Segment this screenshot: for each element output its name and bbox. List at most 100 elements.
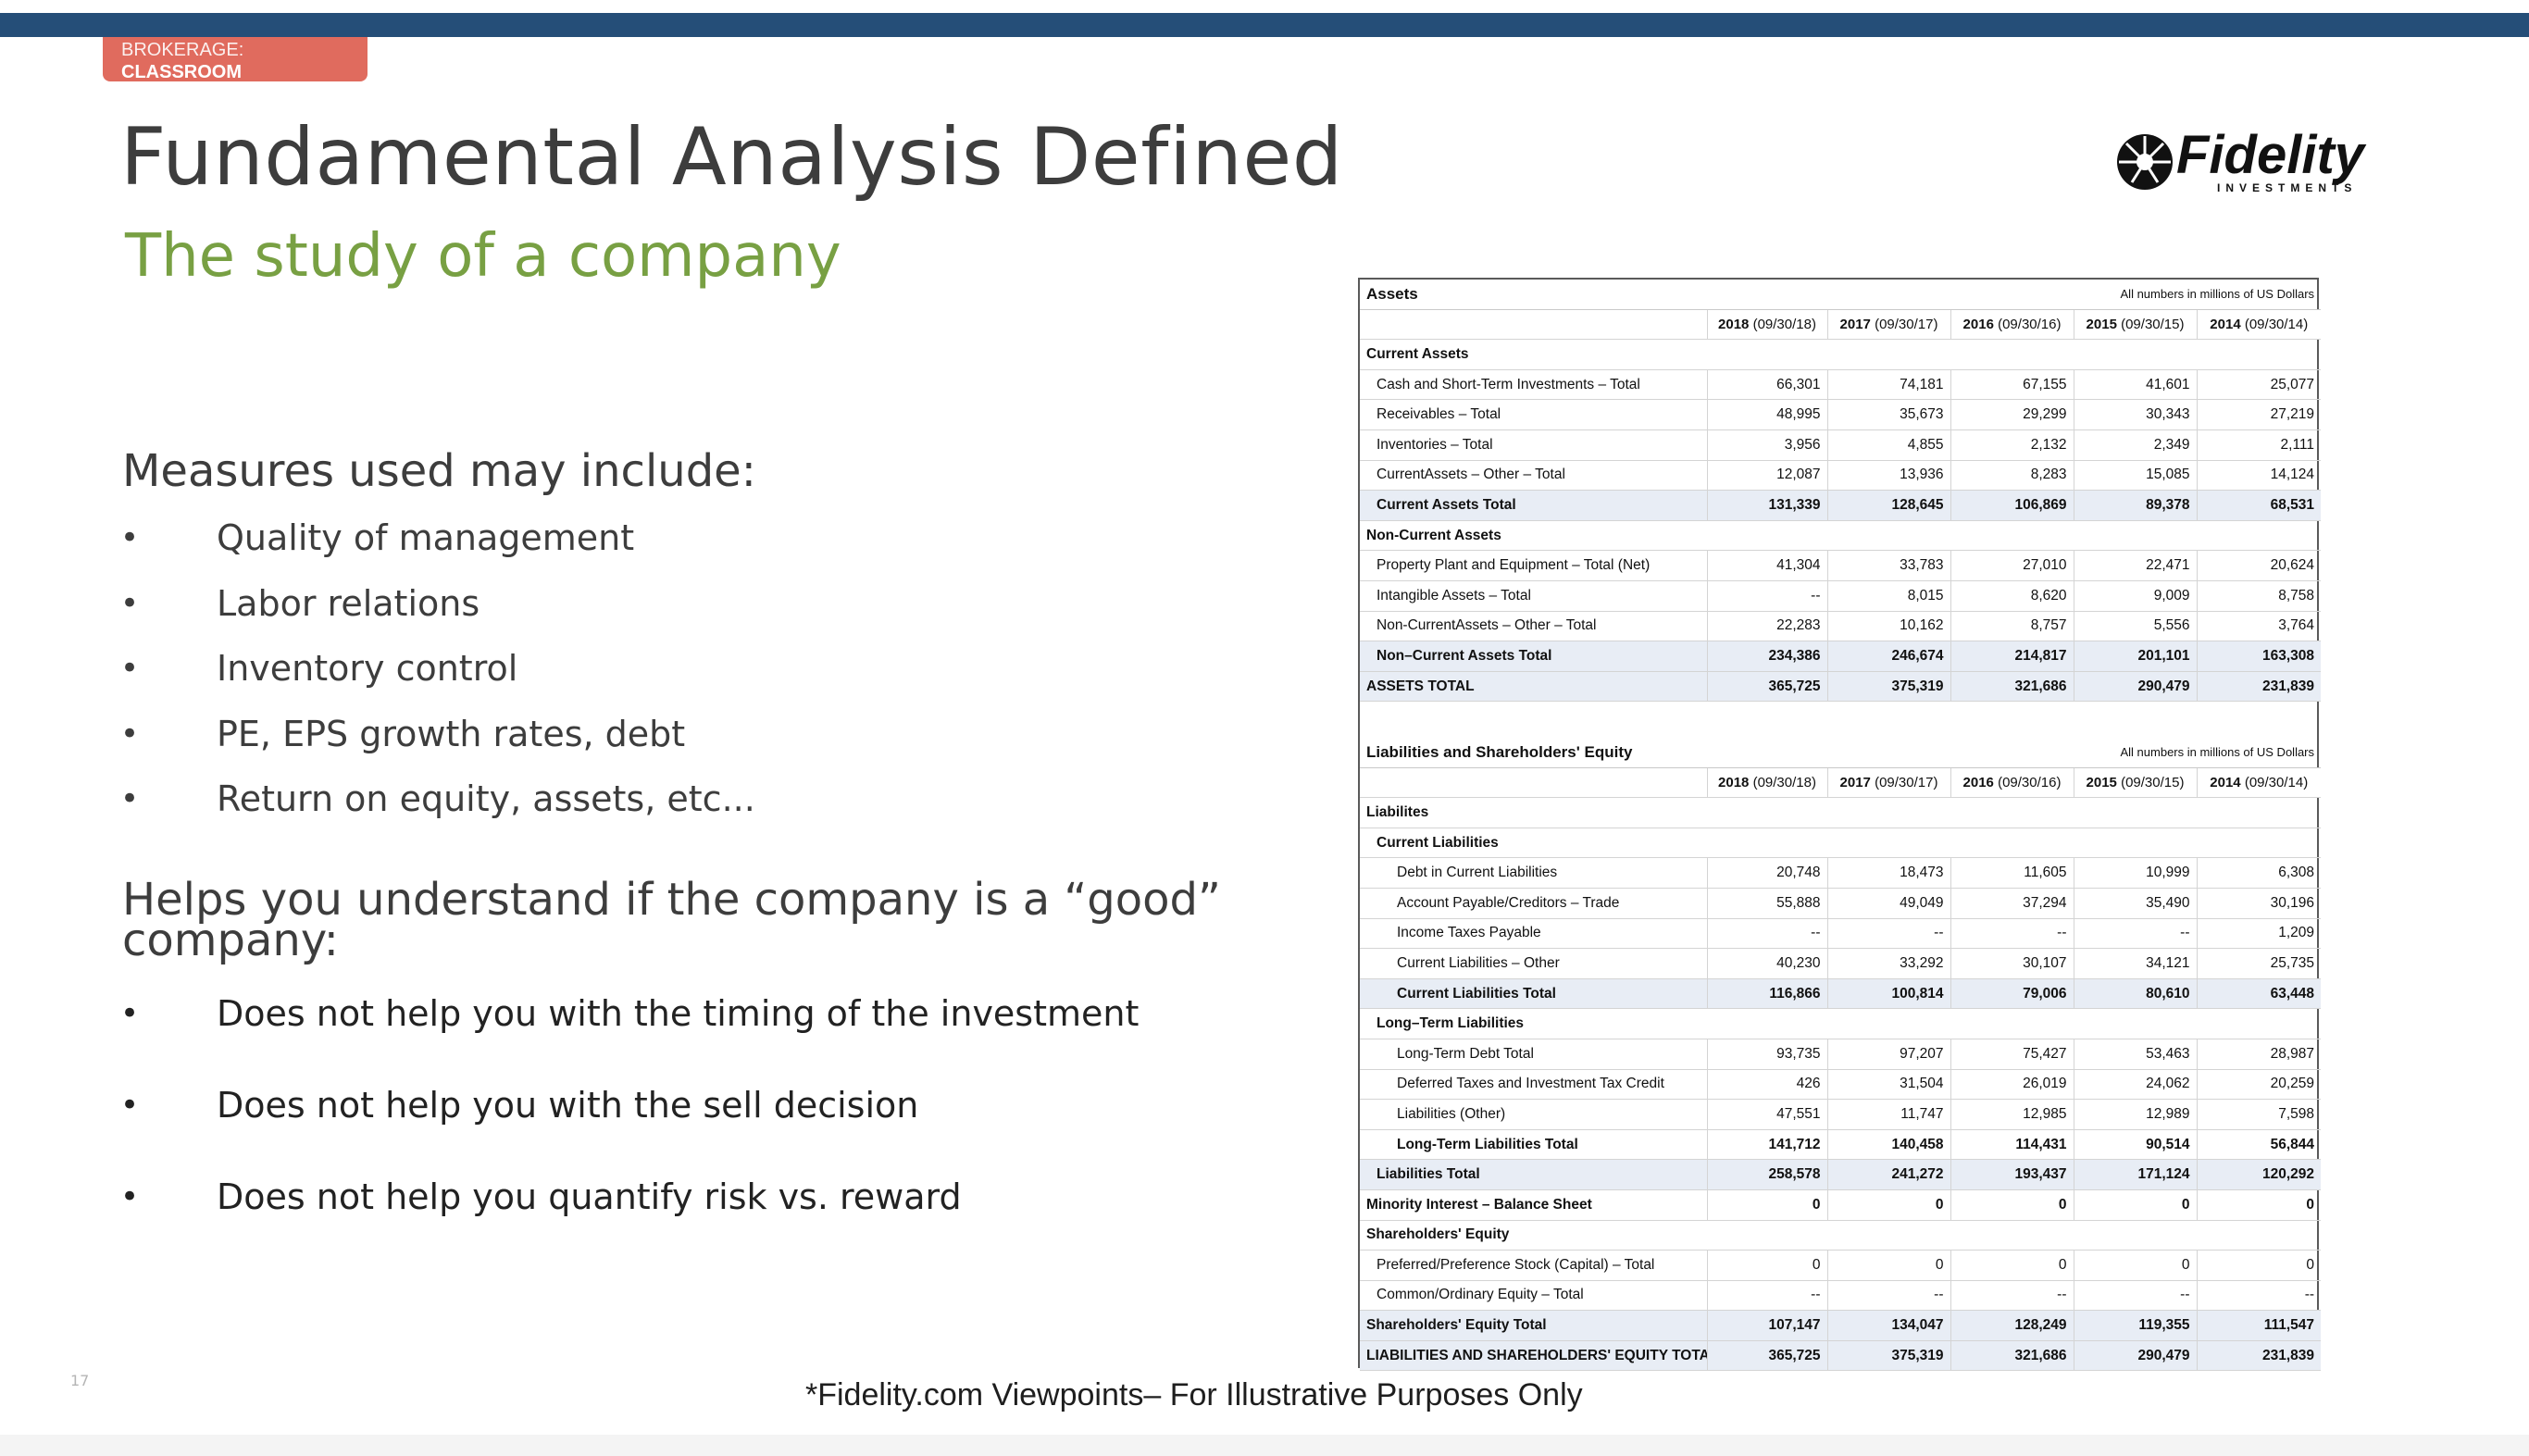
value-cell: 30,107 bbox=[1950, 948, 2074, 979]
slide-subtitle: The study of a company bbox=[125, 222, 841, 291]
value-cell: 12,989 bbox=[2073, 1099, 2197, 1130]
year-header-cell: 2015 (09/30/15) bbox=[2073, 767, 2197, 799]
table-row: Property Plant and Equipment – Total (Ne… bbox=[1360, 550, 2322, 581]
value-cell: 375,319 bbox=[1826, 1340, 1950, 1372]
row-label: Current Liabilities Total bbox=[1360, 978, 1707, 1010]
table-header-row: Liabilities and Shareholders' Equity All … bbox=[1360, 738, 2322, 768]
helps-heading: Helps you understand if the company is a… bbox=[122, 874, 1221, 966]
balance-sheet-image: Assets All numbers in millions of US Doll… bbox=[1358, 278, 2322, 1372]
row-label: Non-Current Assets bbox=[1360, 520, 2322, 552]
value-cell: 48,995 bbox=[1706, 399, 1827, 430]
value-cell: 134,047 bbox=[1826, 1310, 1950, 1341]
value-cell: 79,006 bbox=[1950, 978, 2074, 1010]
row-label: Liabilites bbox=[1360, 797, 2322, 828]
value-cell: 375,319 bbox=[1826, 671, 1951, 703]
tag-line-1: BROKERAGE: bbox=[121, 40, 244, 60]
bullet-icon: • bbox=[120, 1178, 140, 1215]
value-cell: 34,121 bbox=[2073, 948, 2197, 979]
value-cell: 9,009 bbox=[2073, 580, 2198, 612]
tag-line-2: CLASSROOM bbox=[121, 62, 242, 82]
list-item: • PE, EPS growth rates, debt bbox=[120, 706, 755, 772]
value-cell: 80,610 bbox=[2073, 978, 2197, 1010]
value-cell: 8,758 bbox=[2196, 580, 2322, 612]
table-title: Assets bbox=[1360, 280, 1951, 310]
value-cell: 89,378 bbox=[2073, 490, 2198, 521]
value-cell: 25,077 bbox=[2196, 369, 2322, 401]
value-cell: 27,219 bbox=[2196, 399, 2322, 430]
year-header-row: 2018 (09/30/18) 2017 (09/30/17) 2016 (09/3… bbox=[1360, 767, 2322, 799]
slide-title: Fundamental Analysis Defined bbox=[120, 111, 1343, 204]
svg-text:Fidelity: Fidelity bbox=[2176, 125, 2367, 185]
value-cell: 0 bbox=[1826, 1250, 1950, 1281]
value-cell: 116,866 bbox=[1706, 978, 1827, 1010]
brokerage-classroom-tag: BROKERAGE: CLASSROOM bbox=[103, 37, 368, 82]
table-units-note: All numbers in millions of US Dollars bbox=[1950, 280, 2322, 310]
value-cell: 49,049 bbox=[1826, 888, 1950, 919]
table-row: Current Liabilities Total 116,866 100,814 7… bbox=[1360, 978, 2322, 1010]
value-cell: 0 bbox=[2073, 1189, 2197, 1221]
value-cell: 41,601 bbox=[2073, 369, 2198, 401]
value-cell: 0 bbox=[2196, 1250, 2322, 1281]
list-item: • Quality of management bbox=[120, 510, 755, 576]
year-header-cell: 2016 (09/30/16) bbox=[1950, 309, 2074, 341]
table-row: Intangible Assets – Total -- 8,015 8,620 9,0… bbox=[1360, 580, 2322, 612]
table-row: Current Assets Total 131,339 128,645 106,86… bbox=[1360, 490, 2322, 521]
year-header-cell: 2017 (09/30/17) bbox=[1826, 767, 1950, 799]
row-label: Non–Current Assets Total bbox=[1360, 641, 1707, 672]
value-cell: 53,463 bbox=[2073, 1039, 2197, 1070]
value-cell: 365,725 bbox=[1706, 1340, 1827, 1372]
value-cell: 163,308 bbox=[2196, 641, 2322, 672]
value-cell: 214,817 bbox=[1950, 641, 2074, 672]
value-cell: 7,598 bbox=[2196, 1099, 2322, 1130]
value-cell: 2,132 bbox=[1950, 429, 2074, 461]
table-row: Shareholders' Equity Total 107,147 134,047… bbox=[1360, 1310, 2322, 1341]
row-label: LIABILITIES AND SHAREHOLDERS' EQUITY TOT… bbox=[1360, 1340, 1707, 1372]
table-row: Long-Term Debt Total 93,735 97,207 75,427 53… bbox=[1360, 1039, 2322, 1070]
value-cell: 0 bbox=[1706, 1189, 1827, 1221]
value-cell: 193,437 bbox=[1950, 1159, 2074, 1190]
row-label: Non-CurrentAssets – Other – Total bbox=[1360, 611, 1707, 642]
row-label: Liabilities Total bbox=[1360, 1159, 1707, 1190]
value-cell: 41,304 bbox=[1706, 550, 1827, 581]
value-cell: 141,712 bbox=[1706, 1129, 1827, 1161]
row-label: ASSETS TOTAL bbox=[1360, 671, 1707, 703]
bullet-icon: • bbox=[120, 584, 140, 622]
value-cell: -- bbox=[1706, 580, 1827, 612]
table-row: Liabilities Total 258,578 241,272 193,437 17… bbox=[1360, 1159, 2322, 1190]
value-cell: 120,292 bbox=[2196, 1159, 2322, 1190]
value-cell: 365,725 bbox=[1706, 671, 1827, 703]
row-label: Deferred Taxes and Investment Tax Credit bbox=[1360, 1069, 1707, 1101]
value-cell: 0 bbox=[1950, 1189, 2074, 1221]
bullet-icon: • bbox=[120, 715, 140, 753]
table-row: Income Taxes Payable -- -- -- -- 1,209 bbox=[1360, 918, 2322, 950]
value-cell: 12,087 bbox=[1706, 460, 1827, 492]
row-label: Intangible Assets – Total bbox=[1360, 580, 1707, 612]
value-cell: 30,343 bbox=[2073, 399, 2198, 430]
value-cell: 426 bbox=[1706, 1069, 1827, 1101]
bullet-icon: • bbox=[120, 995, 140, 1032]
value-cell: 97,207 bbox=[1826, 1039, 1950, 1070]
value-cell: 140,458 bbox=[1826, 1129, 1950, 1161]
value-cell: 246,674 bbox=[1826, 641, 1951, 672]
table-title: Liabilities and Shareholders' Equity bbox=[1360, 738, 1950, 768]
value-cell: 25,735 bbox=[2196, 948, 2322, 979]
row-label: Current Liabilities bbox=[1360, 828, 2322, 859]
row-label: Long-Term Liabilities Total bbox=[1360, 1129, 1707, 1161]
bullet-icon: • bbox=[120, 1087, 140, 1124]
fidelity-logo: Fidelity INVESTMENTS bbox=[2115, 125, 2402, 199]
value-cell: 321,686 bbox=[1950, 671, 2074, 703]
row-label: CurrentAssets – Other – Total bbox=[1360, 460, 1707, 492]
row-label: Long–Term Liabilities bbox=[1360, 1008, 2322, 1039]
value-cell: 90,514 bbox=[2073, 1129, 2197, 1161]
value-cell: 27,010 bbox=[1950, 550, 2074, 581]
table-row: Common/Ordinary Equity – Total -- -- -- -- -- bbox=[1360, 1280, 2322, 1312]
year-header-cell: 2017 (09/30/17) bbox=[1826, 309, 1951, 341]
value-cell: 31,504 bbox=[1826, 1069, 1950, 1101]
value-cell: 5,556 bbox=[2073, 611, 2198, 642]
value-cell: 56,844 bbox=[2196, 1129, 2322, 1161]
value-cell: 8,757 bbox=[1950, 611, 2074, 642]
table-row: LIABILITIES AND SHAREHOLDERS' EQUITY TOT… bbox=[1360, 1340, 2322, 1372]
row-label: Inventories – Total bbox=[1360, 429, 1707, 461]
value-cell: 37,294 bbox=[1950, 888, 2074, 919]
value-cell: -- bbox=[1706, 918, 1827, 950]
